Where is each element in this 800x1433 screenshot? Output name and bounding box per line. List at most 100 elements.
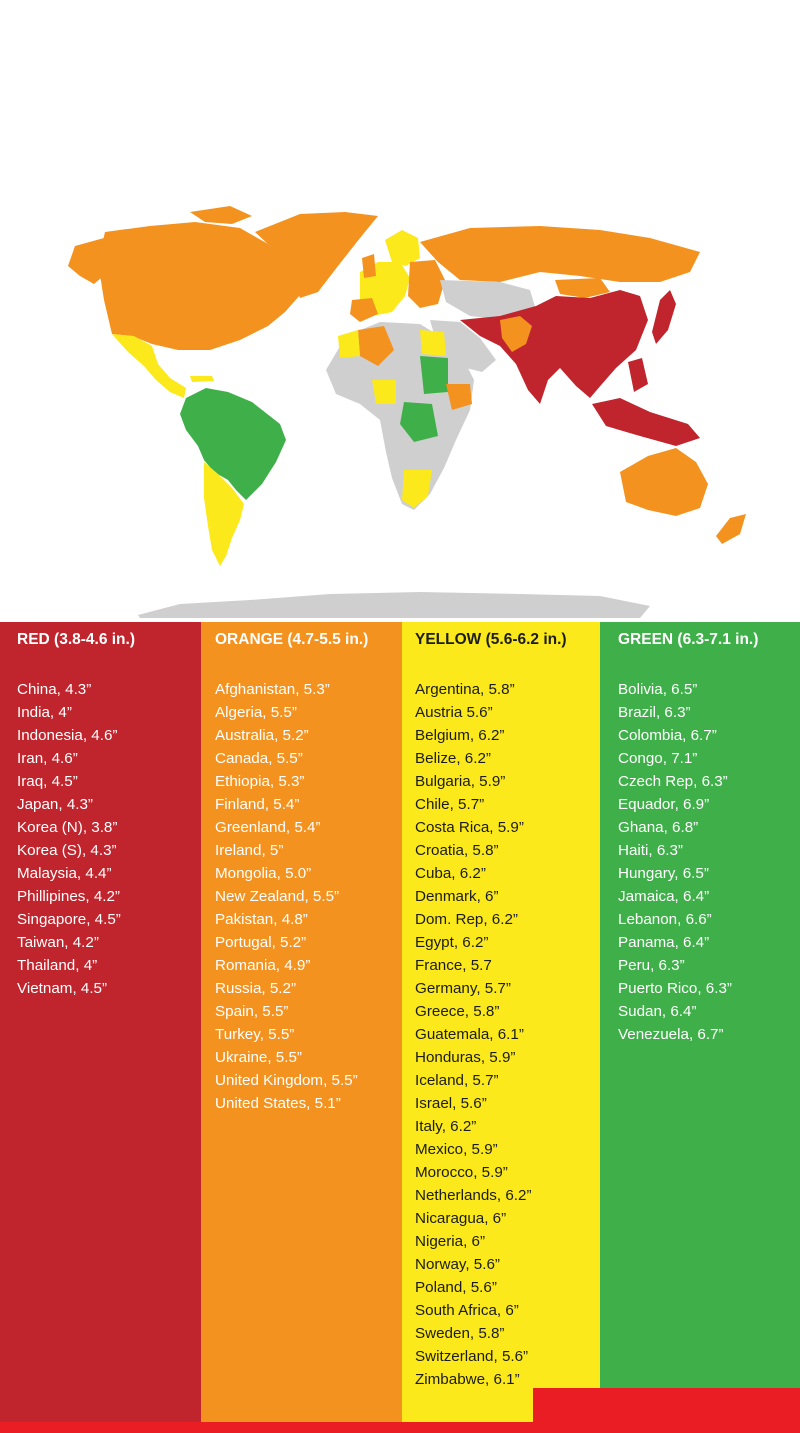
country-entry: Jamaica, 6.4”	[618, 888, 710, 905]
world-map	[0, 0, 800, 622]
country-entry: Poland, 5.6”	[415, 1279, 497, 1296]
region-indonesia	[592, 398, 700, 446]
country-entry: Spain, 5.5”	[215, 1003, 289, 1020]
region-iberia	[350, 298, 378, 322]
region-greenland	[255, 212, 378, 298]
country-entry: Nigeria, 6”	[415, 1233, 486, 1250]
country-entry: Dom. Rep, 6.2”	[415, 911, 518, 928]
country-entry: Iran, 4.6”	[17, 750, 78, 767]
country-entry: Finland, 5.4”	[215, 796, 300, 813]
country-entry: Korea (N), 3.8”	[17, 819, 118, 836]
region-north-america	[98, 222, 300, 350]
country-entry: Lebanon, 6.6”	[618, 911, 712, 928]
country-entry: France, 5.7	[415, 957, 492, 974]
region-mexico	[112, 334, 186, 398]
country-entry: Peru, 6.3”	[618, 957, 685, 974]
region-antarctica	[138, 592, 650, 618]
country-entry: Austria 5.6”	[415, 704, 493, 721]
legend-column-red: RED (3.8-4.6 in.) China, 4.3” India, 4” In…	[0, 622, 201, 1422]
country-entry: India, 4”	[17, 704, 72, 721]
country-entry: Romania, 4.9”	[215, 957, 311, 974]
region-arctic-islands	[190, 206, 252, 224]
region-sudan	[420, 356, 448, 394]
country-entry: Netherlands, 6.2”	[415, 1187, 532, 1204]
legend-list-green: Bolivia, 6.5” Brazil, 6.3” Colombia, 6.7” C…	[618, 678, 800, 1046]
region-asia-red	[460, 290, 648, 404]
country-entry: Congo, 7.1”	[618, 750, 698, 767]
country-entry: Egypt, 6.2”	[415, 934, 489, 951]
legend-title-red: RED (3.8-4.6 in.)	[17, 631, 135, 648]
country-entry: Thailand, 4”	[17, 957, 98, 974]
country-entry: Ethiopia, 5.3”	[215, 773, 305, 790]
country-entry: Bulgaria, 5.9”	[415, 773, 506, 790]
region-south-america-green	[180, 388, 286, 500]
country-entry: Nicaragua, 6”	[415, 1210, 507, 1227]
legend-list-orange: Afghanistan, 5.3” Algeria, 5.5” Australia,…	[215, 678, 402, 1115]
country-entry: Malaysia, 4.4”	[17, 865, 112, 882]
legend-column-green: GREEN (6.3-7.1 in.) Bolivia, 6.5” Brazil,…	[600, 622, 800, 1422]
country-entry: Greenland, 5.4”	[215, 819, 321, 836]
country-entry: Venezuela, 6.7”	[618, 1026, 724, 1043]
region-nigeria	[372, 380, 396, 404]
country-entry: Colombia, 6.7”	[618, 727, 717, 744]
region-ethiopia	[446, 384, 472, 410]
legend-column-orange: ORANGE (4.7-5.5 in.) Afghanistan, 5.3” Al…	[201, 622, 402, 1422]
country-entry: Brazil, 6.3”	[618, 704, 691, 721]
country-entry: Australia, 5.2”	[215, 727, 309, 744]
country-entry: Croatia, 5.8”	[415, 842, 499, 859]
country-entry: Italy, 6.2”	[415, 1118, 477, 1135]
region-south-america-yellow	[204, 462, 244, 566]
region-congo	[400, 402, 438, 442]
legend-columns: RED (3.8-4.6 in.) China, 4.3” India, 4” In…	[0, 622, 800, 1433]
country-entry: New Zealand, 5.5”	[215, 888, 340, 905]
country-entry: Singapore, 4.5”	[17, 911, 121, 928]
country-entry: Korea (S), 4.3”	[17, 842, 117, 859]
country-entry: China, 4.3”	[17, 681, 92, 698]
region-japan	[652, 290, 676, 344]
country-entry: Canada, 5.5”	[215, 750, 303, 767]
legend-title-green: GREEN (6.3-7.1 in.)	[618, 631, 759, 648]
legend-list-red: China, 4.3” India, 4” Indonesia, 4.6” Iran,…	[17, 678, 201, 1000]
country-entry: Belize, 6.2”	[415, 750, 491, 767]
region-philippines	[628, 358, 648, 392]
region-alaska	[68, 238, 108, 284]
country-entry: Costa Rica, 5.9”	[415, 819, 524, 836]
country-entry: Hungary, 6.5”	[618, 865, 709, 882]
country-entry: Norway, 5.6”	[415, 1256, 500, 1273]
region-egypt	[420, 330, 446, 356]
country-entry: Ghana, 6.8”	[618, 819, 699, 836]
country-entry: Equador, 6.9”	[618, 796, 710, 813]
country-entry: Turkey, 5.5”	[215, 1026, 295, 1043]
country-entry: Ukraine, 5.5”	[215, 1049, 302, 1066]
country-entry: Phillipines, 4.2”	[17, 888, 120, 905]
country-entry: Switzerland, 5.6”	[415, 1348, 529, 1365]
legend-title-yellow: YELLOW (5.6-6.2 in.)	[415, 631, 567, 648]
country-entry: Japan, 4.3”	[17, 796, 93, 813]
country-entry: Taiwan, 4.2”	[17, 934, 99, 951]
country-entry: Mongolia, 5.0”	[215, 865, 312, 882]
region-southern-africa	[402, 470, 432, 508]
country-entry: United Kingdom, 5.5”	[215, 1072, 358, 1089]
country-entry: Germany, 5.7”	[415, 980, 511, 997]
country-entry: Russia, 5.2”	[215, 980, 297, 997]
region-eastern-europe	[408, 260, 445, 308]
country-entry: Mexico, 5.9”	[415, 1141, 498, 1158]
region-new-zealand	[716, 514, 746, 544]
country-entry: Zimbabwe, 6.1”	[415, 1371, 520, 1388]
country-entry: Bolivia, 6.5”	[618, 681, 698, 698]
country-entry: Pakistan, 4.8”	[215, 911, 308, 928]
country-entry: Czech Rep, 6.3”	[618, 773, 728, 790]
country-entry: Iraq, 4.5”	[17, 773, 78, 790]
region-caribbean	[190, 376, 214, 382]
legend-column-yellow: YELLOW (5.6-6.2 in.) Argentina, 5.8” Aust…	[402, 622, 600, 1422]
country-entry: South Africa, 6”	[415, 1302, 519, 1319]
country-entry: Portugal, 5.2”	[215, 934, 307, 951]
region-morocco	[338, 330, 360, 358]
country-entry: Chile, 5.7”	[415, 796, 485, 813]
country-entry: United States, 5.1”	[215, 1095, 341, 1112]
footer-strip	[0, 1422, 800, 1433]
country-entry: Denmark, 6”	[415, 888, 499, 905]
country-entry: Haiti, 6.3”	[618, 842, 683, 859]
region-australia	[620, 448, 708, 516]
country-entry: Ireland, 5”	[215, 842, 284, 859]
